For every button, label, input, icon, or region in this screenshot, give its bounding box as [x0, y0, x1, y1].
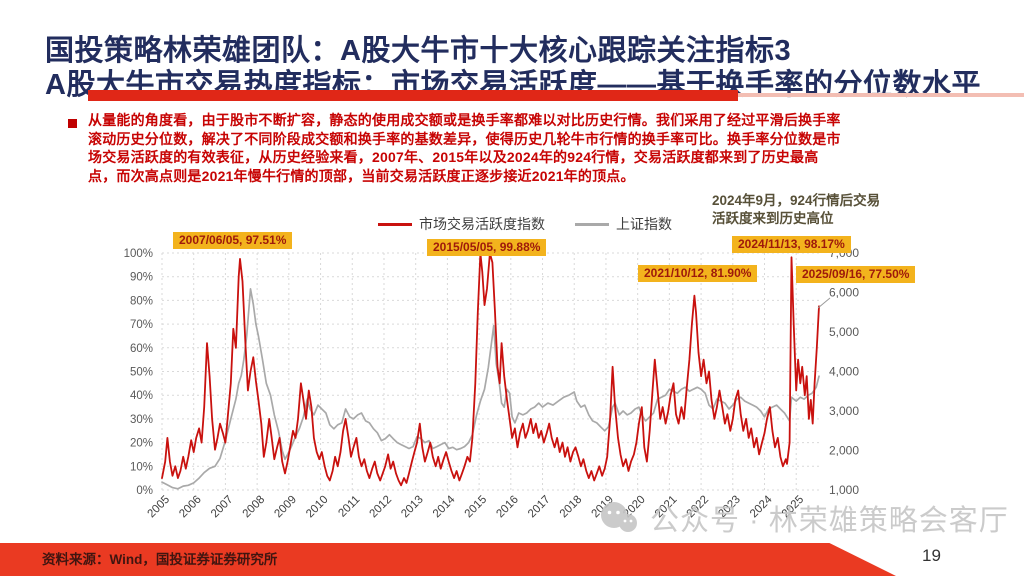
page-title-line-1: 国投策略林荣雄团队：A股大牛市十大核心跟踪关注指标3: [45, 35, 792, 67]
intro-line: 点，而次高点则是2021年慢牛行情的顶部，当前交易活跃度正逐步接近2021年的顶…: [88, 167, 635, 184]
series-line-activity-index: [161, 252, 820, 487]
wechat-icon: [601, 502, 637, 532]
peak-callout-label: 2021/10/12, 81.90%: [638, 265, 758, 282]
x-axis-tick-label: 2006: [177, 494, 204, 521]
watermark-text: 公众号 · 林荣雄策略会客厅: [650, 505, 1009, 537]
x-axis-tick-label: 2008: [241, 494, 268, 521]
x-axis-tick-label: 2018: [558, 494, 585, 521]
title-underline-extension: [738, 93, 1024, 97]
left-axis-tick-label: 60%: [130, 343, 153, 355]
x-axis-tick-label: 2017: [526, 494, 553, 521]
intro-line: 滚动历史分位数，解决了不同阶段成交额和换手率的基数差异，使得历史几轮牛市行情的换…: [88, 130, 841, 147]
right-axis-tick-label: 3,000: [829, 404, 859, 418]
x-axis-tick-label: 2015: [463, 494, 490, 521]
legend-item-activity-index: 市场交易活跃度指数: [378, 214, 545, 234]
annotation-note: 2024年9月，924行情后交易 活跃度来到历史高位: [712, 192, 880, 228]
x-axis-tick-label: 2012: [368, 494, 395, 521]
x-axis-tick-label: 2005: [146, 494, 173, 521]
right-axis-tick-label: 2,000: [829, 444, 859, 458]
left-axis-tick-label: 80%: [130, 295, 153, 307]
legend-label: 市场交易活跃度指数: [419, 216, 545, 232]
legend-line-sample: [378, 222, 412, 226]
annotation-line-1: 2024年9月，924行情后交易: [712, 193, 881, 208]
left-axis-tick-label: 90%: [130, 272, 153, 284]
x-axis-tick-label: 2009: [272, 494, 299, 521]
x-axis-tick-label: 2007: [209, 494, 236, 521]
x-axis-tick-label: 2013: [399, 494, 426, 521]
right-axis-tick-label: 5,000: [829, 325, 859, 339]
footer-band: [0, 543, 896, 576]
left-axis-tick-label: 50%: [130, 367, 153, 379]
left-axis-tick-label: 70%: [130, 319, 153, 331]
page-number: 19: [922, 546, 941, 565]
annotation-line-2: 活跃度来到历史高位: [712, 211, 834, 226]
bullet-square-icon: [68, 119, 77, 128]
left-axis-tick-label: 20%: [130, 438, 153, 450]
peak-callout-label: 2025/09/16, 77.50%: [796, 266, 916, 283]
peak-callout-label: 2024/11/13, 98.17%: [732, 236, 851, 253]
x-axis-tick-label: 2010: [304, 494, 331, 521]
intro-paragraph: 从量能的角度看，由于股市不断扩容，静态的使用成交额或是换手率都难以对比历史行情。…: [88, 111, 998, 185]
peak-callout-label: 2007/06/05, 97.51%: [173, 232, 293, 249]
activity-turnover-chart: 0% 10% 20% 30% 40% 50% 60% 70% 80% 90% 100% 1,000 2,…: [124, 246, 860, 521]
peak-callout-label: 2015/05/05, 99.88%: [427, 239, 547, 256]
legend-line-sample: [575, 222, 609, 226]
source-note: 资料来源：Wind，国投证券证券研究所: [42, 552, 278, 567]
left-axis-tick-label: 0%: [136, 485, 153, 497]
callout-leader-line: [817, 297, 831, 309]
intro-line: 从量能的角度看，由于股市不断扩容，静态的使用成交额或是换手率都难以对比历史行情。…: [88, 112, 841, 128]
left-axis-tick-label: 100%: [124, 248, 153, 260]
x-axis-tick-label: 2016: [494, 494, 521, 521]
legend-item-shcomp: 上证指数: [575, 214, 672, 234]
series-line-shcomp: [161, 288, 820, 490]
legend-label: 上证指数: [616, 216, 672, 232]
watermark: 公众号 · 林荣雄策略会客厅: [598, 497, 1009, 539]
intro-line: 场交易活跃度的有效表征，从历史经验来看，2007年、2015年以及2024年的9…: [88, 149, 819, 165]
left-axis-tick-label: 10%: [130, 461, 153, 473]
right-axis-tick-label: 4,000: [829, 365, 859, 379]
chart-legend: 市场交易活跃度指数 上证指数: [378, 214, 672, 234]
x-axis-tick-label: 2011: [336, 494, 362, 520]
title-underline-bar: [88, 90, 738, 101]
x-axis-tick-label: 2014: [431, 493, 458, 520]
left-axis-tick-label: 40%: [130, 390, 153, 402]
right-axis-tick-label: 6,000: [829, 286, 859, 300]
left-axis-tick-label: 30%: [130, 414, 153, 426]
right-axis-tick-label: 1,000: [829, 483, 859, 497]
